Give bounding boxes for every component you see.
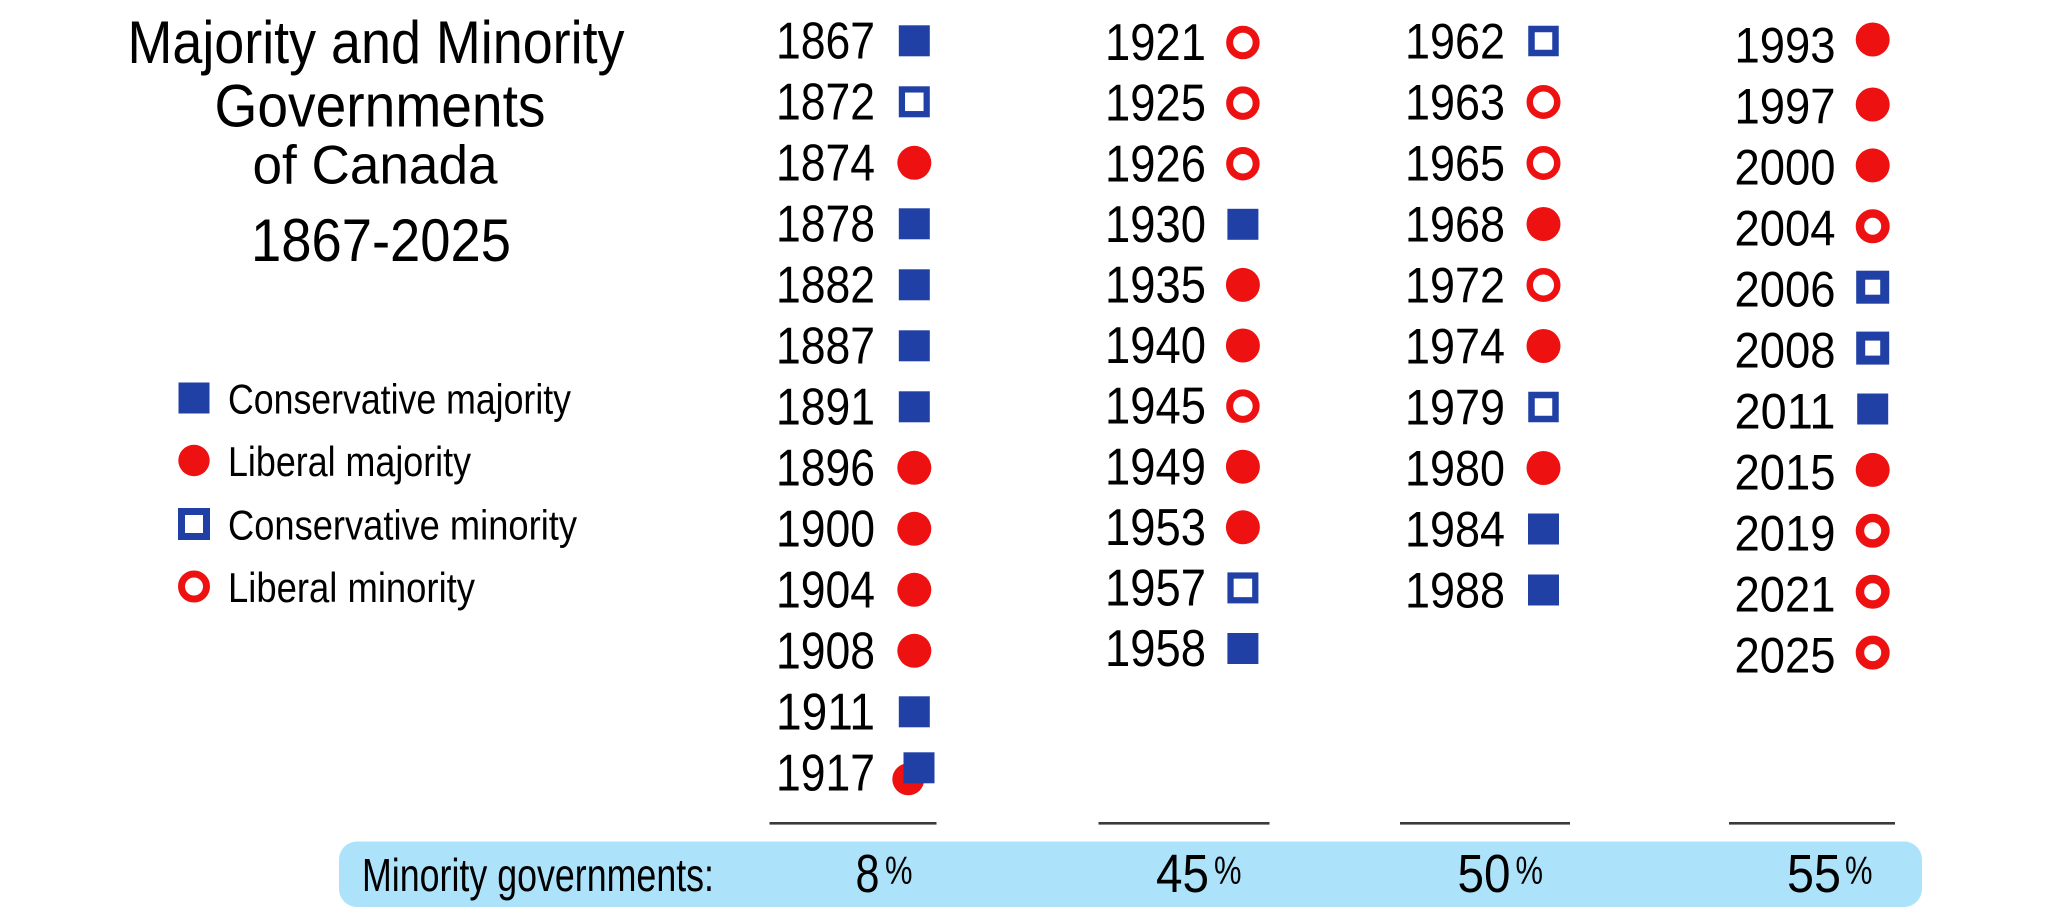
svg-text:1935: 1935 xyxy=(1105,256,1206,314)
svg-text:1925: 1925 xyxy=(1105,74,1206,132)
svg-text:%: % xyxy=(885,850,913,893)
svg-text:Majority and Minority: Majority and Minority xyxy=(128,9,625,76)
svg-text:1945: 1945 xyxy=(1105,377,1206,435)
svg-text:1921: 1921 xyxy=(1105,13,1206,71)
svg-text:1896: 1896 xyxy=(776,438,875,496)
svg-text:2025: 2025 xyxy=(1735,627,1836,683)
svg-text:1887: 1887 xyxy=(776,316,875,374)
svg-text:Liberal majority: Liberal majority xyxy=(228,438,471,485)
svg-text:1904: 1904 xyxy=(776,560,875,618)
svg-text:1900: 1900 xyxy=(776,499,875,557)
svg-text:1963: 1963 xyxy=(1405,75,1505,131)
svg-text:1911: 1911 xyxy=(776,682,875,740)
svg-text:55: 55 xyxy=(1787,845,1841,904)
svg-text:1974: 1974 xyxy=(1405,319,1505,375)
svg-text:1917: 1917 xyxy=(776,743,875,801)
svg-text:of Canada: of Canada xyxy=(253,134,498,196)
svg-text:1958: 1958 xyxy=(1105,619,1206,677)
svg-text:2021: 2021 xyxy=(1735,566,1836,622)
svg-text:%: % xyxy=(1516,850,1544,893)
svg-text:%: % xyxy=(1845,850,1873,893)
svg-text:2006: 2006 xyxy=(1735,261,1836,317)
svg-text:45: 45 xyxy=(1156,845,1209,904)
svg-text:1930: 1930 xyxy=(1105,195,1206,253)
svg-text:2004: 2004 xyxy=(1735,200,1836,256)
svg-text:1926: 1926 xyxy=(1105,134,1206,192)
svg-text:1997: 1997 xyxy=(1735,78,1836,134)
svg-text:1988: 1988 xyxy=(1405,563,1505,619)
svg-text:%: % xyxy=(1214,850,1242,893)
svg-text:1953: 1953 xyxy=(1105,498,1206,556)
svg-text:1872: 1872 xyxy=(776,72,875,130)
svg-text:50: 50 xyxy=(1458,845,1511,904)
svg-text:1878: 1878 xyxy=(776,194,875,252)
svg-text:2008: 2008 xyxy=(1735,322,1836,378)
svg-text:2015: 2015 xyxy=(1735,444,1836,500)
svg-text:2000: 2000 xyxy=(1735,139,1836,195)
svg-text:1984: 1984 xyxy=(1405,502,1505,558)
svg-text:1949: 1949 xyxy=(1105,437,1206,495)
svg-text:2019: 2019 xyxy=(1735,505,1836,561)
svg-text:1972: 1972 xyxy=(1405,258,1505,314)
svg-text:Liberal minority: Liberal minority xyxy=(228,564,475,611)
svg-text:Conservative minority: Conservative minority xyxy=(228,502,577,549)
svg-text:1980: 1980 xyxy=(1405,441,1505,497)
svg-text:1968: 1968 xyxy=(1405,197,1505,253)
svg-text:1965: 1965 xyxy=(1405,136,1505,192)
svg-text:1891: 1891 xyxy=(776,377,875,435)
svg-text:Governments: Governments xyxy=(215,73,546,140)
svg-text:1940: 1940 xyxy=(1105,316,1206,374)
svg-text:8: 8 xyxy=(856,845,880,904)
svg-text:1867-2025: 1867-2025 xyxy=(251,207,511,274)
svg-text:1957: 1957 xyxy=(1105,559,1206,617)
svg-text:2011: 2011 xyxy=(1735,383,1836,439)
svg-text:Minority governments:: Minority governments: xyxy=(362,849,714,901)
svg-text:Conservative majority: Conservative majority xyxy=(228,376,571,423)
svg-text:1979: 1979 xyxy=(1405,380,1505,436)
svg-text:1908: 1908 xyxy=(776,621,875,679)
svg-text:1882: 1882 xyxy=(776,255,875,313)
svg-text:1874: 1874 xyxy=(776,133,875,191)
svg-text:1962: 1962 xyxy=(1405,14,1505,70)
svg-text:1993: 1993 xyxy=(1735,17,1836,73)
svg-text:1867: 1867 xyxy=(776,11,875,69)
